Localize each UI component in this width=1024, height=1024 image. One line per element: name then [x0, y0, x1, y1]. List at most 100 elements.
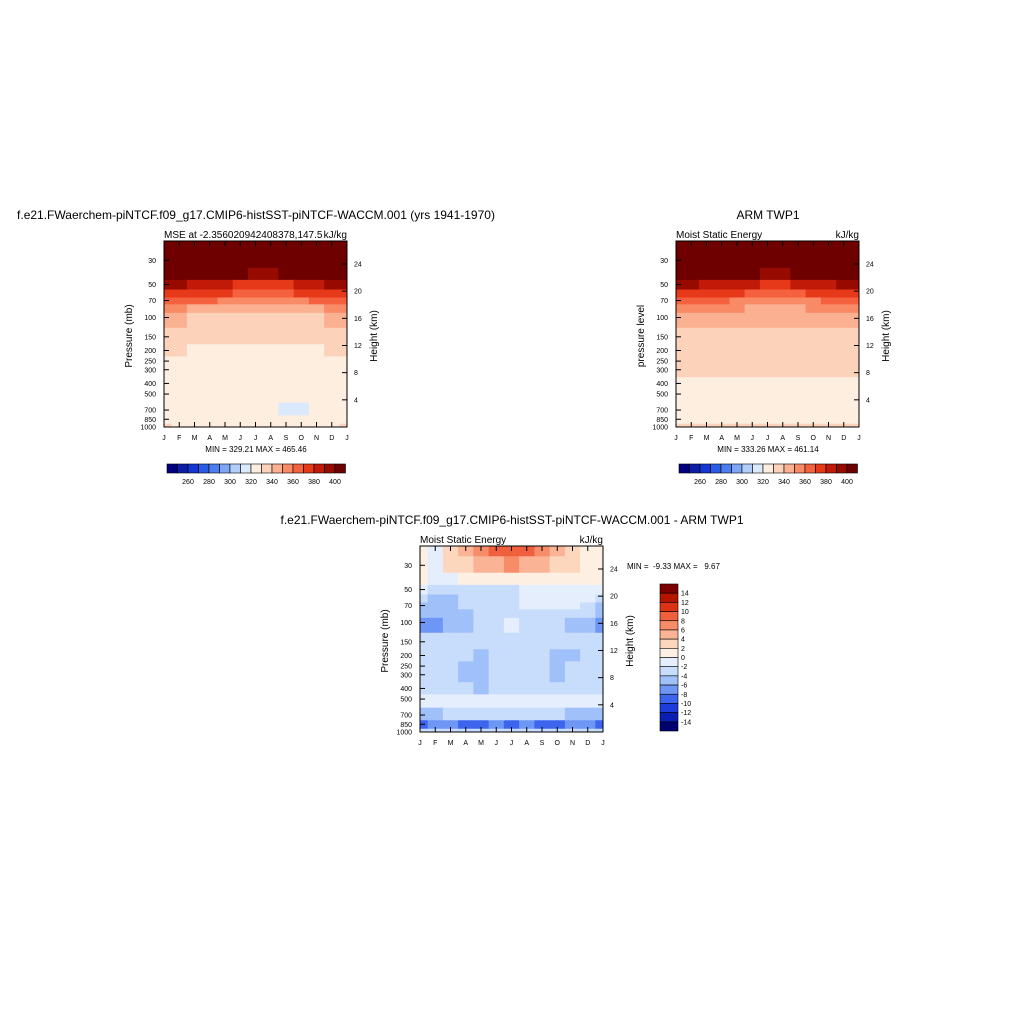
- contour-cell: [473, 617, 490, 633]
- contour-cell: [278, 355, 295, 367]
- height-tick-label: 20: [610, 594, 618, 601]
- contour-cell: [232, 355, 249, 367]
- contour-cell: [519, 707, 535, 721]
- colorbar-swatch: [261, 463, 273, 474]
- contour-cell: [217, 381, 234, 403]
- contour-cell: [278, 250, 295, 268]
- model-colorbar: 260 280 300 320 340 360 380 400: [166, 463, 346, 486]
- contour-cell: [263, 288, 279, 298]
- contour-cell: [442, 617, 459, 633]
- contour-cell: [232, 303, 249, 313]
- contour-cell: [549, 584, 566, 595]
- contour-cell: [293, 402, 310, 416]
- contour-cell: [519, 670, 535, 683]
- contour-cell: [171, 296, 188, 305]
- contour-cell: [580, 555, 596, 573]
- contour-cell: [851, 279, 859, 290]
- contour-cell: [534, 608, 551, 618]
- contour-cell: [595, 617, 603, 633]
- x-tick-label: N: [570, 740, 575, 747]
- contour-cell: [217, 241, 234, 252]
- x-tick-label: J: [674, 435, 678, 442]
- colorbar-swatch: [177, 463, 189, 474]
- contour-cell: [729, 250, 746, 268]
- contour-cell: [534, 660, 551, 672]
- colorbar-swatch: [313, 463, 325, 474]
- colorbar-label: 280: [715, 479, 727, 486]
- contour-cell: [790, 279, 807, 290]
- colorbar-label: 260: [182, 479, 194, 486]
- y-tick-label: 1000: [140, 425, 156, 432]
- contour-cell: [580, 648, 596, 662]
- x-tick-label: F: [177, 435, 181, 442]
- colorbar-label: 400: [841, 479, 853, 486]
- contour-cell: [308, 288, 325, 298]
- x-tick-label: J: [495, 740, 499, 747]
- contour-cell: [488, 632, 505, 650]
- y-tick-label: 30: [404, 563, 412, 570]
- contour-cell: [503, 601, 520, 610]
- contour-cell: [683, 327, 700, 345]
- contour-cell: [759, 388, 776, 403]
- contour-cell: [293, 312, 310, 328]
- contour-cell: [339, 365, 347, 383]
- contour-cell: [759, 343, 776, 357]
- contour-cell: [324, 327, 340, 345]
- contour-cell: [339, 402, 347, 416]
- contour-cell: [714, 355, 730, 367]
- contour-cell: [473, 648, 490, 662]
- contour-cell: [580, 681, 596, 695]
- contour-cell: [836, 365, 852, 378]
- contour-cell: [202, 381, 218, 403]
- contour-cell: [729, 402, 746, 416]
- contour-cell: [714, 376, 730, 390]
- contour-cell: [820, 365, 837, 378]
- contour-cell: [580, 601, 596, 610]
- colorbar-swatch: [166, 463, 178, 474]
- contour-cell: [790, 241, 807, 252]
- contour-cell: [836, 241, 852, 252]
- contour-cell: [217, 303, 234, 313]
- diff-colorbar: 14 12 10 8 6 4 2 0 -2 -4 -6 -8 -10 -12 -14: [659, 583, 691, 732]
- contour-cell: [580, 593, 596, 603]
- contour-cell: [263, 312, 279, 328]
- contour-cell: [683, 279, 700, 290]
- height-tick-label: 8: [354, 370, 358, 377]
- contour-cell: [427, 572, 444, 585]
- contour-cell: [744, 402, 761, 416]
- colorbar-swatch: [825, 463, 837, 474]
- x-tick-label: A: [780, 435, 785, 442]
- contour-cell: [595, 555, 603, 573]
- contour-cell: [473, 572, 490, 585]
- contour-cell: [549, 648, 566, 662]
- contour-cell: [820, 267, 837, 280]
- contour-cell: [775, 388, 791, 403]
- y-tick-label: 30: [148, 258, 156, 265]
- height-tick-label: 4: [866, 397, 870, 404]
- contour-cell: [836, 312, 852, 328]
- contour-cell: [549, 572, 566, 585]
- contour-cell: [278, 312, 295, 328]
- contour-cell: [308, 312, 325, 328]
- contour-cell: [186, 303, 203, 313]
- colorbar-label: -2: [681, 664, 687, 671]
- x-tick-label: M: [192, 435, 198, 442]
- contour-cell: [458, 593, 474, 603]
- contour-cell: [805, 327, 822, 345]
- contour-cell: [595, 601, 603, 610]
- contour-cell: [278, 303, 295, 313]
- y-tick-label: 100: [144, 315, 156, 322]
- contour-cell: [488, 693, 505, 708]
- contour-cell: [171, 250, 188, 268]
- y-tick-label: 50: [660, 282, 668, 289]
- contour-cell: [564, 555, 581, 573]
- contour-cell: [676, 303, 685, 313]
- contour-cell: [202, 343, 218, 357]
- contour-cell: [595, 608, 603, 618]
- contour-cell: [324, 241, 340, 252]
- contour-cell: [427, 648, 444, 662]
- contour-cell: [698, 288, 715, 298]
- contour-cell: [263, 279, 279, 290]
- contour-cell: [164, 267, 173, 280]
- contour-cell: [263, 365, 279, 383]
